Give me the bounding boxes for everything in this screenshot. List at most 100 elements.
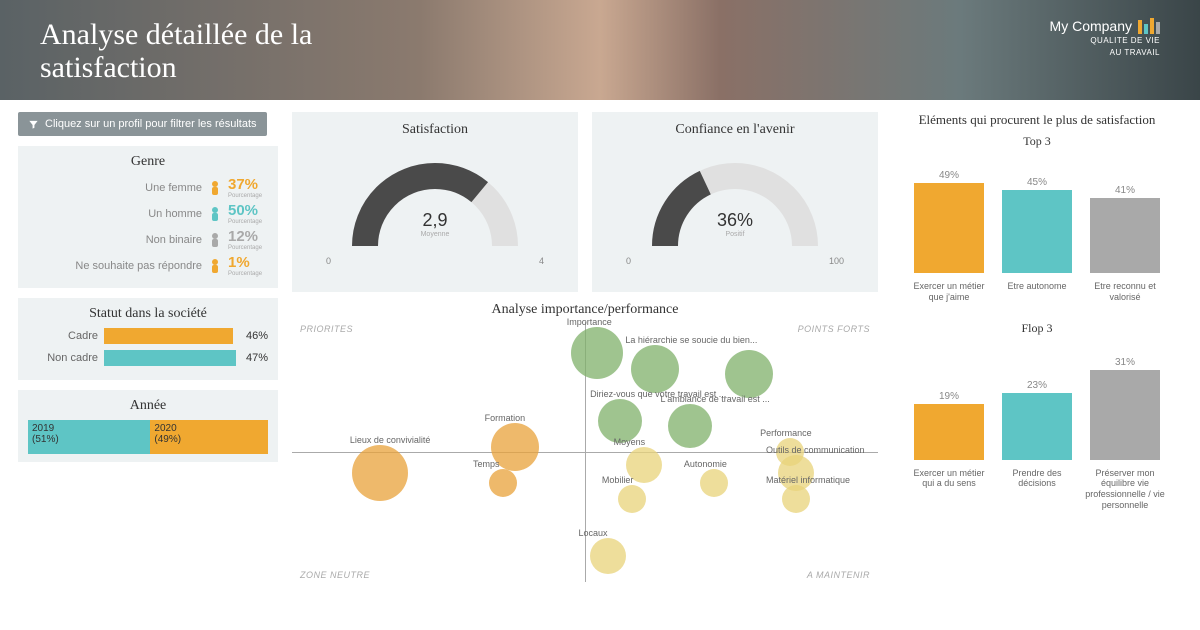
- bar-fill: [1002, 190, 1072, 273]
- bar-fill: [914, 404, 984, 459]
- bubble-label: Temps: [473, 459, 500, 469]
- bar-item[interactable]: 45%: [997, 177, 1077, 273]
- bar-label: Exercer un métier que j'aime: [909, 281, 989, 303]
- brand-sub2: AU TRAVAIL: [1050, 48, 1160, 58]
- bar-label: Prendre des décisions: [997, 468, 1077, 490]
- bubble-label: Importance: [567, 317, 612, 327]
- genre-label: Ne souhaite pas répondre: [28, 260, 202, 272]
- statut-bar: [104, 328, 233, 344]
- statut-label: Non cadre: [28, 352, 98, 364]
- bubble[interactable]: [631, 345, 679, 393]
- scatter-title: Analyse importance/performance: [292, 302, 878, 318]
- person-icon: [208, 180, 222, 196]
- bar-item[interactable]: 49%: [909, 170, 989, 273]
- bar-pct: 19%: [939, 391, 959, 402]
- bubble-label: Outils de communication: [766, 445, 865, 455]
- statut-pct: 47%: [246, 352, 268, 364]
- flop3-title: Flop 3: [892, 321, 1182, 336]
- bubble[interactable]: [725, 350, 773, 398]
- genre-sub: Pourcentage: [228, 271, 262, 277]
- bar-fill: [1090, 198, 1160, 273]
- bar-item[interactable]: 31%: [1085, 357, 1165, 460]
- bubble-label: L'ambiance de travail est ...: [660, 394, 769, 404]
- bar-item[interactable]: 19%: [909, 391, 989, 459]
- bar-pct: 31%: [1115, 357, 1135, 368]
- bubble-label: Matériel informatique: [766, 475, 850, 485]
- bubble-label: Locaux: [578, 528, 607, 538]
- genre-label: Un homme: [28, 208, 202, 220]
- scatter-area[interactable]: PRIORITES POINTS FORTS ZONE NEUTRE A MAI…: [292, 322, 878, 582]
- bubble[interactable]: [590, 538, 626, 574]
- filter-hint-button[interactable]: Cliquez sur un profil pour filtrer les r…: [18, 112, 267, 136]
- gauge-min: 0: [626, 256, 631, 266]
- year-segment[interactable]: 2020(49%): [150, 420, 268, 454]
- scatter-card: Analyse importance/performance PRIORITES…: [292, 302, 878, 630]
- right-title: Eléments qui procurent le plus de satisf…: [892, 112, 1182, 128]
- person-icon: [208, 206, 222, 222]
- bar-label: Exercer un métier qui a du sens: [909, 468, 989, 490]
- genre-panel: Genre Une femme 37%PourcentageUn homme 5…: [18, 146, 278, 288]
- bar-item[interactable]: 41%: [1085, 185, 1165, 273]
- bar-label: Etre reconnu et valorisé: [1085, 281, 1165, 303]
- brand: My Company QUALITE DE VIE AU TRAVAIL: [1050, 18, 1160, 57]
- annee-panel: Année 2019(51%)2020(49%): [18, 390, 278, 462]
- gauge-card: Confiance en l'avenir 36%Positif 0100: [592, 112, 878, 292]
- genre-label: Une femme: [28, 182, 202, 194]
- bubble[interactable]: [782, 485, 810, 513]
- genre-label: Non binaire: [28, 234, 202, 246]
- bubble[interactable]: [668, 404, 712, 448]
- bubble[interactable]: [571, 327, 623, 379]
- right-panel: Eléments qui procurent le plus de satisf…: [892, 112, 1182, 630]
- quad-bl: ZONE NEUTRE: [300, 570, 370, 580]
- year-bar[interactable]: 2019(51%)2020(49%): [28, 420, 268, 454]
- bubble-label: Mobilier: [602, 475, 634, 485]
- gauge-max: 100: [829, 256, 844, 266]
- genre-sub: Pourcentage: [228, 245, 262, 251]
- statut-label: Cadre: [28, 330, 98, 342]
- gauge-chart: [335, 146, 535, 256]
- bar-pct: 23%: [1027, 380, 1047, 391]
- genre-sub: Pourcentage: [228, 193, 262, 199]
- gauge-title: Satisfaction: [306, 122, 564, 138]
- bar-fill: [914, 183, 984, 273]
- bubble-label: Formation: [485, 413, 526, 423]
- statut-row[interactable]: Non cadre 47%: [28, 350, 268, 366]
- bar-item[interactable]: 23%: [997, 380, 1077, 460]
- bubble-label: Moyens: [614, 437, 646, 447]
- quad-tr: POINTS FORTS: [798, 324, 870, 334]
- gauge-value: 36%Positif: [717, 210, 753, 238]
- bubble-label: La hiérarchie se soucie du bien...: [625, 335, 757, 345]
- header: Analyse détaillée de la satisfaction My …: [0, 0, 1200, 100]
- genre-row[interactable]: Un homme 50%Pourcentage: [28, 202, 268, 225]
- quad-tl: PRIORITES: [300, 324, 353, 334]
- statut-title: Statut dans la société: [28, 306, 268, 322]
- annee-title: Année: [28, 398, 268, 414]
- bar-fill: [1002, 393, 1072, 460]
- genre-pct: 12%: [228, 228, 268, 245]
- genre-row[interactable]: Ne souhaite pas répondre 1%Pourcentage: [28, 254, 268, 277]
- gauge-chart: [635, 146, 835, 256]
- genre-title: Genre: [28, 154, 268, 170]
- filter-hint-label: Cliquez sur un profil pour filtrer les r…: [45, 118, 257, 130]
- year-segment[interactable]: 2019(51%): [28, 420, 150, 454]
- person-icon: [208, 232, 222, 248]
- top3-title: Top 3: [892, 134, 1182, 149]
- statut-row[interactable]: Cadre 46%: [28, 328, 268, 344]
- gauge-value: 2,9Moyenne: [421, 210, 450, 238]
- page-title: Analyse détaillée de la satisfaction: [40, 18, 440, 84]
- genre-row[interactable]: Une femme 37%Pourcentage: [28, 176, 268, 199]
- genre-pct: 37%: [228, 176, 268, 193]
- brand-logo-icon: [1138, 18, 1160, 34]
- genre-row[interactable]: Non binaire 12%Pourcentage: [28, 228, 268, 251]
- bubble[interactable]: [700, 469, 728, 497]
- genre-sub: Pourcentage: [228, 219, 262, 225]
- statut-panel: Statut dans la société Cadre 46% Non cadr…: [18, 298, 278, 380]
- bubble[interactable]: [352, 445, 408, 501]
- bubble[interactable]: [489, 469, 517, 497]
- gauge-min: 0: [326, 256, 331, 266]
- bar-pct: 45%: [1027, 177, 1047, 188]
- bar-label: Etre autonome: [1007, 281, 1066, 292]
- filter-icon: [28, 119, 39, 130]
- genre-pct: 50%: [228, 202, 268, 219]
- bubble[interactable]: [618, 485, 646, 513]
